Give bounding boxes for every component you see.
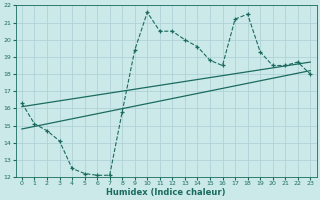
X-axis label: Humidex (Indice chaleur): Humidex (Indice chaleur) (106, 188, 226, 197)
